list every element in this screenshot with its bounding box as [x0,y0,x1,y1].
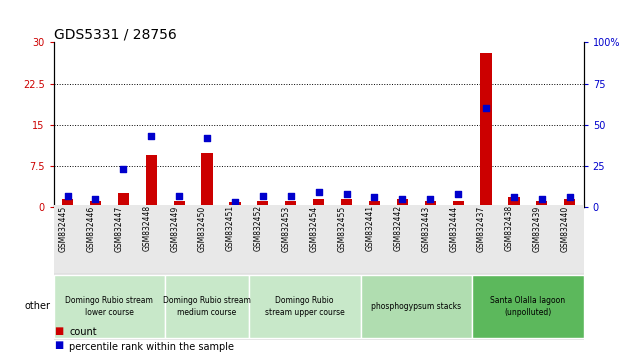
Bar [341,199,352,207]
Text: GSM832442: GSM832442 [393,205,403,251]
Bar [452,200,464,207]
Text: GSM832450: GSM832450 [198,205,207,252]
Text: GDS5331 / 28756: GDS5331 / 28756 [54,27,177,41]
Text: GSM832454: GSM832454 [310,205,319,252]
Text: Domingo Rubio stream
lower course: Domingo Rubio stream lower course [66,296,153,316]
Text: GSM832447: GSM832447 [114,205,124,252]
Text: GSM832441: GSM832441 [365,205,374,251]
Text: Domingo Rubio stream
medium course: Domingo Rubio stream medium course [163,296,251,316]
Point [90,196,100,202]
Bar [397,199,408,207]
Point [202,135,212,141]
Text: percentile rank within the sample: percentile rank within the sample [69,342,234,352]
Text: GSM832455: GSM832455 [338,205,346,252]
Point [341,191,351,197]
Text: GSM832439: GSM832439 [533,205,542,252]
Bar [564,199,575,207]
Bar [536,200,548,207]
Point [174,193,184,198]
Bar [369,200,380,207]
Bar [313,199,324,207]
Text: Santa Olalla lagoon
(unpolluted): Santa Olalla lagoon (unpolluted) [490,296,565,316]
FancyBboxPatch shape [249,275,360,338]
Text: GSM832452: GSM832452 [254,205,263,251]
Bar [62,199,73,207]
Text: ■: ■ [54,326,63,336]
Point [369,194,379,200]
Point [258,193,268,198]
Point [481,105,491,111]
Point [537,196,547,202]
Text: GSM832445: GSM832445 [59,205,68,252]
Text: GSM832446: GSM832446 [86,205,95,252]
Bar [257,200,268,207]
Text: GSM832443: GSM832443 [422,205,430,252]
Point [314,189,324,195]
Text: phosphogypsum stacks: phosphogypsum stacks [371,302,461,311]
Bar [285,200,297,207]
Text: GSM832449: GSM832449 [170,205,179,252]
Bar [201,153,213,207]
Bar [118,193,129,207]
Point [286,193,296,198]
Point [230,199,240,205]
Bar [425,200,436,207]
Text: GSM832444: GSM832444 [449,205,458,252]
Point [119,166,129,172]
Text: GSM832438: GSM832438 [505,205,514,251]
FancyBboxPatch shape [165,275,249,338]
Bar [480,53,492,207]
FancyBboxPatch shape [472,275,584,338]
Bar [90,200,101,207]
Point [453,191,463,197]
Text: GSM832437: GSM832437 [477,205,486,252]
Text: GSM832451: GSM832451 [226,205,235,251]
Point [398,196,408,202]
Bar [174,200,185,207]
Bar [146,155,157,207]
Point [565,194,575,200]
Point [62,193,73,198]
Point [425,196,435,202]
Text: Domingo Rubio
stream upper course: Domingo Rubio stream upper course [265,296,345,316]
Bar [509,197,519,207]
Text: GSM832453: GSM832453 [282,205,291,252]
Point [146,133,156,139]
Text: count: count [69,327,97,337]
Bar [230,202,240,207]
FancyBboxPatch shape [360,275,472,338]
Text: GSM832440: GSM832440 [561,205,570,252]
Point [509,194,519,200]
Text: ■: ■ [54,341,63,350]
FancyBboxPatch shape [54,275,165,338]
Text: GSM832448: GSM832448 [142,205,151,251]
Text: other: other [25,301,51,311]
